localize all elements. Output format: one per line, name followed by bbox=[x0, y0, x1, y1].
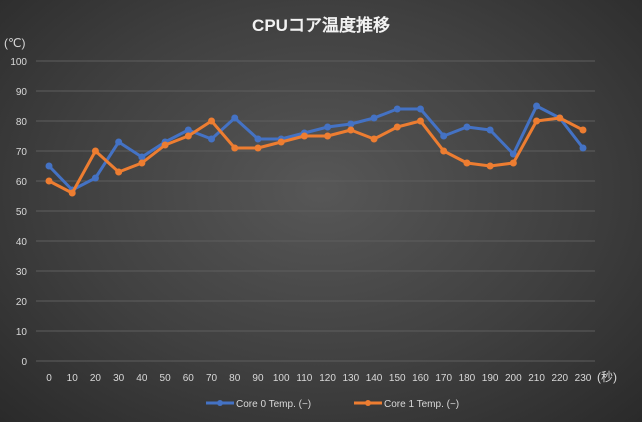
data-point bbox=[208, 135, 216, 143]
data-point bbox=[254, 135, 262, 143]
data-point bbox=[45, 177, 53, 185]
data-point bbox=[579, 126, 587, 134]
data-point bbox=[486, 162, 494, 170]
data-point bbox=[393, 105, 401, 113]
x-tick-label: 10 bbox=[67, 373, 79, 384]
x-tick-label: 20 bbox=[90, 373, 102, 384]
data-point bbox=[184, 126, 192, 134]
y-tick-label: 90 bbox=[16, 87, 28, 98]
x-tick-label: 170 bbox=[435, 373, 452, 384]
x-tick-label: 0 bbox=[46, 373, 52, 384]
series-line bbox=[47, 104, 585, 192]
data-point bbox=[138, 153, 146, 161]
x-tick-label: 230 bbox=[575, 373, 592, 384]
data-point bbox=[370, 114, 378, 122]
y-tick-label: 100 bbox=[10, 57, 27, 68]
data-point bbox=[533, 102, 541, 110]
data-point bbox=[463, 159, 471, 167]
x-tick-label: 190 bbox=[482, 373, 499, 384]
legend-label: Core 0 Temp. (−) bbox=[236, 399, 311, 410]
data-point bbox=[440, 132, 448, 140]
data-point bbox=[91, 174, 99, 182]
series-0 bbox=[45, 102, 587, 194]
y-tick-label: 0 bbox=[21, 357, 27, 368]
data-point bbox=[45, 162, 53, 170]
x-tick-label: 160 bbox=[412, 373, 429, 384]
y-tick-label: 30 bbox=[16, 267, 28, 278]
legend-marker bbox=[365, 400, 371, 406]
data-point bbox=[324, 132, 332, 140]
data-point bbox=[347, 120, 355, 128]
x-tick-label: 100 bbox=[273, 373, 290, 384]
x-tick-label: 150 bbox=[389, 373, 406, 384]
x-tick-label: 130 bbox=[342, 373, 359, 384]
data-point bbox=[277, 138, 285, 146]
data-point bbox=[440, 147, 448, 155]
x-tick-label: 50 bbox=[160, 373, 172, 384]
data-point bbox=[161, 141, 169, 149]
x-tick-label: 140 bbox=[366, 373, 383, 384]
data-point bbox=[91, 147, 99, 155]
data-point bbox=[254, 144, 262, 152]
x-tick-label: 200 bbox=[505, 373, 522, 384]
x-tick-label: 210 bbox=[528, 373, 545, 384]
y-tick-label: 80 bbox=[16, 117, 28, 128]
legend-label: Core 1 Temp. (−) bbox=[384, 399, 459, 410]
x-tick-label: 40 bbox=[136, 373, 148, 384]
x-axis-label: (秒) bbox=[597, 370, 617, 384]
data-point bbox=[231, 144, 239, 152]
y-tick-label: 40 bbox=[16, 237, 28, 248]
x-tick-label: 120 bbox=[319, 373, 336, 384]
y-tick-label: 50 bbox=[16, 207, 28, 218]
data-point bbox=[463, 123, 471, 131]
y-axis-label: (℃) bbox=[4, 36, 25, 50]
data-point bbox=[184, 132, 192, 140]
data-point bbox=[416, 117, 424, 125]
data-point bbox=[509, 150, 517, 158]
data-point bbox=[486, 126, 494, 134]
data-point bbox=[347, 126, 355, 134]
x-tick-label: 180 bbox=[459, 373, 476, 384]
x-tick-label: 110 bbox=[296, 373, 312, 384]
data-point bbox=[231, 114, 239, 122]
x-tick-label: 70 bbox=[206, 373, 218, 384]
data-point bbox=[68, 189, 76, 197]
data-point bbox=[300, 132, 308, 140]
data-point bbox=[208, 117, 216, 125]
data-point bbox=[370, 135, 378, 143]
x-tick-label: 80 bbox=[229, 373, 241, 384]
data-point bbox=[324, 123, 332, 131]
data-point bbox=[416, 105, 424, 113]
data-point bbox=[115, 168, 123, 176]
chart-title: CPUコア温度推移 bbox=[252, 15, 390, 35]
series-line bbox=[48, 116, 584, 195]
data-point bbox=[115, 138, 123, 146]
data-point bbox=[556, 114, 564, 122]
x-tick-label: 60 bbox=[183, 373, 195, 384]
x-tick-label: 90 bbox=[252, 373, 264, 384]
data-point bbox=[509, 159, 517, 167]
data-point bbox=[579, 144, 587, 152]
x-tick-label: 220 bbox=[551, 373, 568, 384]
data-point bbox=[393, 123, 401, 131]
x-tick-label: 30 bbox=[113, 373, 125, 384]
legend-marker bbox=[217, 400, 223, 406]
y-tick-label: 10 bbox=[16, 327, 28, 338]
data-point bbox=[533, 117, 541, 125]
y-tick-label: 70 bbox=[16, 147, 28, 158]
data-point bbox=[138, 159, 146, 167]
y-tick-label: 60 bbox=[16, 177, 28, 188]
y-tick-label: 20 bbox=[16, 297, 28, 308]
series-1 bbox=[45, 114, 587, 197]
